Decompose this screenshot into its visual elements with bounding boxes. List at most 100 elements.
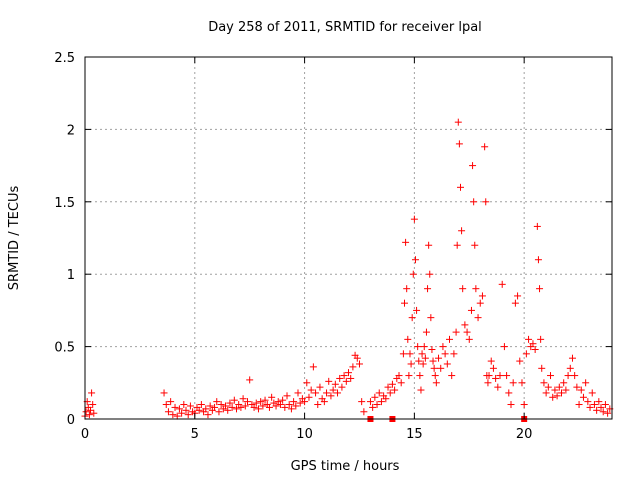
data-point [406, 350, 414, 358]
data-point [164, 408, 172, 416]
data-point [453, 241, 461, 249]
data-point [226, 399, 234, 407]
data-point [355, 360, 363, 368]
data-point [89, 401, 97, 409]
data-point [448, 372, 456, 380]
data-point [547, 372, 555, 380]
data-point [590, 401, 598, 409]
data-point [195, 406, 203, 414]
data-point [86, 406, 94, 414]
data-point [441, 350, 449, 358]
data-point [202, 405, 210, 413]
data-point [487, 357, 495, 365]
data-point [421, 354, 429, 362]
data-point [529, 340, 537, 348]
data-point [233, 405, 241, 413]
data-point [250, 403, 258, 411]
data-point [366, 398, 374, 406]
data-point [544, 383, 552, 391]
data-point [595, 398, 603, 406]
data-point [400, 299, 408, 307]
data-point [338, 383, 346, 391]
data-point [568, 354, 576, 362]
data-point [465, 335, 473, 343]
data-point [312, 389, 320, 397]
data-point [538, 364, 546, 372]
data-point [472, 285, 480, 293]
data-point [399, 350, 407, 358]
data-point [459, 285, 467, 293]
data-point [514, 292, 522, 300]
data-point [259, 402, 267, 410]
x-axis-title: GPS time / hours [291, 459, 400, 474]
data-point [340, 372, 348, 380]
data-point [586, 403, 594, 411]
data-point [336, 374, 344, 382]
data-point [500, 343, 508, 351]
data-point [180, 401, 188, 409]
data-point [588, 389, 596, 397]
data-point [182, 406, 190, 414]
data-point [388, 380, 396, 388]
data-point [301, 398, 309, 406]
data-point [454, 118, 462, 126]
data-point [186, 402, 194, 410]
data-point [455, 140, 463, 148]
data-point [533, 222, 541, 230]
data-points [81, 118, 614, 422]
data-point [217, 401, 225, 409]
data-point [551, 386, 559, 394]
data-point [239, 395, 247, 403]
data-point [520, 401, 528, 409]
x-tick-label: 5 [191, 427, 199, 442]
data-point [476, 299, 484, 307]
grid-lines [85, 57, 612, 419]
data-point [408, 314, 416, 322]
y-tick-label: 1 [67, 268, 75, 283]
data-point [204, 411, 212, 419]
data-point [518, 379, 526, 387]
data-point [309, 363, 317, 371]
data-point [213, 398, 221, 406]
data-point [342, 377, 350, 385]
data-point [411, 256, 419, 264]
data-point [494, 383, 502, 391]
data-point [90, 409, 98, 417]
data-point [283, 392, 291, 400]
data-point [516, 357, 524, 365]
data-point [446, 335, 454, 343]
data-point [430, 364, 438, 372]
data-point [425, 241, 433, 249]
data-point [422, 328, 430, 336]
data-point [410, 215, 418, 223]
data-point [522, 350, 530, 358]
data-point [241, 402, 249, 410]
data-point [429, 357, 437, 365]
data-point [296, 399, 304, 407]
data-point [171, 403, 179, 411]
data-point [222, 402, 230, 410]
data-point [276, 401, 284, 409]
data-point [162, 401, 170, 409]
data-point [531, 345, 539, 353]
data-point [178, 409, 186, 417]
data-point [285, 401, 293, 409]
data-point [557, 389, 565, 397]
data-point [169, 411, 177, 419]
data-point [537, 335, 545, 343]
data-point [467, 306, 475, 314]
data-point [197, 401, 205, 409]
y-tick-label: 1.5 [54, 196, 75, 211]
data-point [391, 386, 399, 394]
data-point [305, 393, 313, 401]
data-point [402, 238, 410, 246]
data-point [327, 392, 335, 400]
data-point [265, 403, 273, 411]
data-point [573, 383, 581, 391]
y-axis-title: SRMTID / TECUs [7, 186, 22, 291]
data-point [353, 354, 361, 362]
data-point [303, 379, 311, 387]
data-point [601, 401, 609, 409]
chart-title: Day 258 of 2011, SRMTID for receiver lpa… [208, 20, 482, 35]
data-point [345, 369, 352, 377]
